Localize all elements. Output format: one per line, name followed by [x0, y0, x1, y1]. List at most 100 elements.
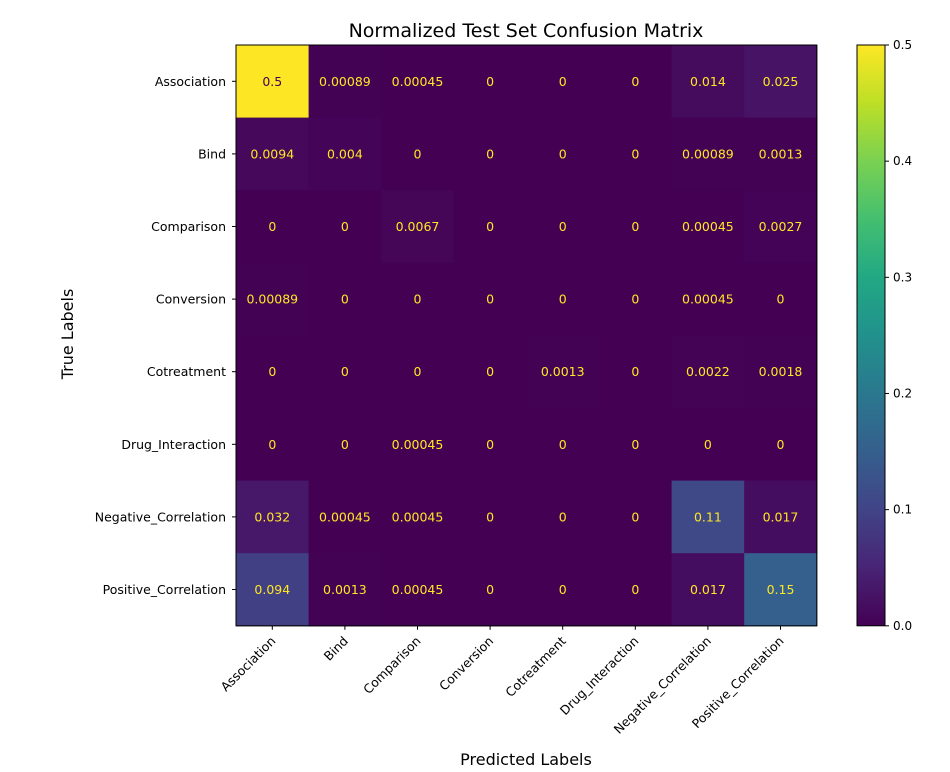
heatmap-cell: [744, 408, 818, 482]
cell-value-label: 0.004: [327, 146, 363, 161]
heatmap-cell: [381, 45, 455, 119]
heatmap-cell: [236, 553, 310, 627]
cell-value-label: 0.00089: [319, 74, 371, 89]
heatmap-cell: [381, 480, 455, 554]
cell-value-label: 0: [559, 292, 567, 307]
x-tick-labels: Association Bind Comparison Conversion Cotre…: [217, 625, 787, 737]
heatmap-cell-labels: 0.5 0.00089 0.00045 0 0 0 0.014 0.025 0.0094 0.00…: [246, 74, 802, 597]
heatmap-cell: [599, 553, 673, 627]
heatmap-cell: [671, 480, 745, 554]
plot-frame: [235, 44, 818, 627]
heatmap-cell: [744, 190, 818, 264]
cell-value-label: 0: [486, 582, 494, 597]
chart-title: Normalized Test Set Confusion Matrix: [349, 20, 704, 42]
cell-value-label: 0.094: [254, 582, 290, 597]
cell-value-label: 0.025: [763, 74, 799, 89]
cell-value-label: 0.0013: [541, 364, 585, 379]
heatmap-cell: [744, 553, 818, 627]
cell-value-label: 0.0022: [686, 364, 730, 379]
y-tick-label: Association: [155, 74, 226, 89]
x-tick-label: Bind: [321, 633, 351, 663]
cell-value-label: 0: [559, 437, 567, 452]
cell-value-label: 0.00045: [392, 437, 444, 452]
cell-value-label: 0.032: [254, 509, 290, 524]
cell-value-label: 0: [341, 219, 349, 234]
cell-value-label: 0.017: [763, 509, 799, 524]
cell-value-label: 0.0067: [396, 219, 440, 234]
x-tick-label: Comparison: [360, 633, 424, 697]
cell-value-label: 0: [486, 364, 494, 379]
heatmap-cell: [236, 335, 310, 409]
heatmap-cell: [453, 117, 527, 191]
heatmap-cell: [671, 262, 745, 336]
heatmap-cell: [236, 262, 310, 336]
heatmap-cell: [453, 190, 527, 264]
heatmap-cell: [308, 45, 382, 119]
heatmap-cell: [308, 408, 382, 482]
heatmap-cell: [236, 117, 310, 191]
colorbar-ticks: 0.0 0.1 0.2 0.3 0.4 0.5: [885, 38, 912, 633]
x-tick-label: Cotreatment: [502, 633, 569, 700]
cell-value-label: 0.017: [690, 582, 726, 597]
cell-value-label: 0: [486, 437, 494, 452]
heatmap-cell: [308, 553, 382, 627]
heatmap-cell: [526, 335, 600, 409]
heatmap-cell: [381, 262, 455, 336]
heatmap-cell: [381, 190, 455, 264]
cell-value-label: 0: [631, 74, 639, 89]
cell-value-label: 0: [704, 437, 712, 452]
heatmap-cell: [526, 408, 600, 482]
heatmap-cell: [599, 45, 673, 119]
heatmap-cell: [236, 45, 310, 119]
y-axis-label: True Labels: [58, 289, 77, 381]
heatmap-cell: [453, 553, 527, 627]
cell-value-label: 0.0018: [759, 364, 803, 379]
heatmap-cell: [236, 480, 310, 554]
heatmap-cell: [744, 117, 818, 191]
cell-value-label: 0: [486, 292, 494, 307]
heatmap-cell: [671, 408, 745, 482]
cell-value-label: 0.00045: [682, 292, 734, 307]
cell-value-label: 0: [631, 364, 639, 379]
heatmap-cell: [744, 480, 818, 554]
cell-value-label: 0.00089: [682, 146, 734, 161]
heatmap-cell: [453, 262, 527, 336]
cell-value-label: 0: [341, 292, 349, 307]
cell-value-label: 0.15: [767, 582, 795, 597]
y-tick-label: Drug_Interaction: [121, 437, 226, 452]
cell-value-label: 0: [777, 437, 785, 452]
heatmap-cell: [381, 117, 455, 191]
heatmap-cell: [599, 190, 673, 264]
cell-value-label: 0: [268, 364, 276, 379]
x-tick-label: Association: [217, 633, 278, 694]
cell-value-label: 0.00045: [392, 582, 444, 597]
heatmap-cell: [599, 335, 673, 409]
y-tick-label: Conversion: [156, 292, 226, 307]
cell-value-label: 0: [559, 74, 567, 89]
y-tick-label: Cotreatment: [147, 364, 226, 379]
heatmap-cell: [526, 190, 600, 264]
heatmap-cell: [744, 45, 818, 119]
y-tick-label: Negative_Correlation: [95, 509, 226, 524]
x-tick-label: Drug_Interaction: [557, 633, 642, 718]
heatmap-cell: [453, 335, 527, 409]
cell-value-label: 0: [631, 146, 639, 161]
cell-value-label: 0.0013: [759, 146, 803, 161]
heatmap-cell: [308, 480, 382, 554]
x-axis-label: Predicted Labels: [460, 750, 592, 769]
colorbar-tick-label: 0.1: [893, 503, 912, 517]
cell-value-label: 0: [777, 292, 785, 307]
cell-value-label: 0.00045: [392, 509, 444, 524]
heatmap-cell: [308, 117, 382, 191]
colorbar-tick-label: 0.5: [893, 38, 912, 52]
heatmap-cell: [236, 190, 310, 264]
heatmap-cell: [236, 408, 310, 482]
heatmap-cell: [744, 335, 818, 409]
cell-value-label: 0.00045: [682, 219, 734, 234]
heatmap-cells: [236, 45, 818, 627]
heatmap-cell: [526, 45, 600, 119]
cell-value-label: 0: [631, 509, 639, 524]
cell-value-label: 0.00089: [246, 292, 298, 307]
cell-value-label: 0: [268, 437, 276, 452]
cell-value-label: 0: [631, 582, 639, 597]
